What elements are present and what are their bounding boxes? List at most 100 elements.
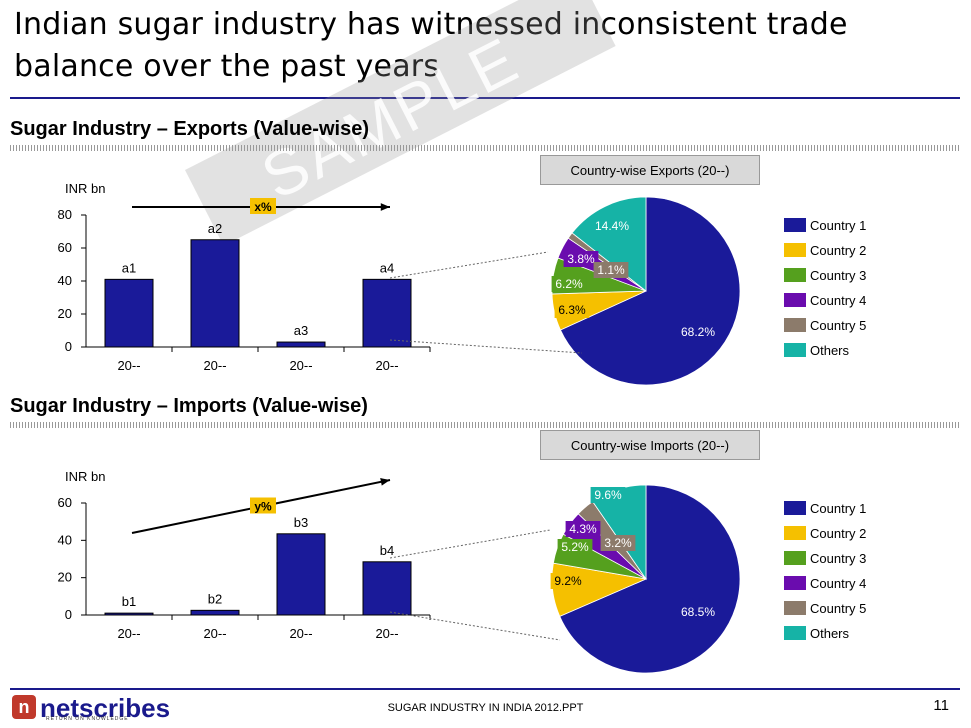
imports-pie-value-label-bg bbox=[600, 535, 636, 551]
imports-pie-legend-swatch bbox=[784, 551, 806, 565]
exports-pie-legend-label: Country 5 bbox=[810, 318, 866, 333]
exports-pie-title: Country-wise Exports (20--) bbox=[540, 155, 760, 185]
imports-pie-legend-swatch bbox=[784, 601, 806, 615]
imports-pie-value-label: 4.3% bbox=[569, 522, 597, 536]
exports-unit-label: INR bn bbox=[65, 181, 105, 196]
imports-x-tick-label: 20-- bbox=[289, 626, 312, 641]
imports-x-tick-label: 20-- bbox=[203, 626, 226, 641]
exports-pie-slice bbox=[559, 196, 741, 386]
exports-bar bbox=[190, 239, 240, 348]
imports-pie-value-label-bg bbox=[550, 573, 586, 589]
imports-pie-value-label: 68.5% bbox=[681, 605, 715, 619]
imports-bar bbox=[190, 609, 240, 616]
imports-growth-label: y% bbox=[254, 500, 272, 514]
exports-pie-value-label: 6.3% bbox=[558, 303, 586, 317]
exports-pie-value-label-bg bbox=[563, 251, 599, 267]
imports-y-tick-label: 0 bbox=[65, 607, 72, 622]
footer-filename: SUGAR INDUSTRY IN INDIA 2012.PPT bbox=[387, 702, 584, 714]
exports-pie-legend-label: Country 4 bbox=[810, 293, 866, 308]
page-number: 11 bbox=[933, 697, 949, 714]
exports-pie-value-label: 1.1% bbox=[597, 263, 625, 277]
netscribes-logo-tagline: RETURN ON KNOWLEDGE bbox=[46, 716, 129, 722]
netscribes-logo-icon: n bbox=[12, 695, 36, 719]
exports-pie-value-label: 3.8% bbox=[567, 252, 595, 266]
exports-y-tick-label: 20 bbox=[58, 306, 72, 321]
imports-pie-legend-label: Country 2 bbox=[810, 526, 866, 541]
imports-bar bbox=[276, 533, 326, 616]
imports-bar-data-label: b3 bbox=[294, 515, 308, 530]
imports-pie-value-label: 5.2% bbox=[561, 540, 589, 554]
exports-section-hatch bbox=[10, 145, 960, 151]
imports-pie-legend-label: Country 4 bbox=[810, 576, 866, 591]
exports-y-tick-label: 40 bbox=[58, 273, 72, 288]
exports-x-tick-label: 20-- bbox=[203, 358, 226, 373]
imports-pie-value-label: 9.2% bbox=[554, 574, 582, 588]
imports-pie-title: Country-wise Imports (20--) bbox=[540, 430, 760, 460]
imports-pie-legend-swatch bbox=[784, 526, 806, 540]
imports-x-tick-label: 20-- bbox=[375, 626, 398, 641]
imports-unit-label: INR bn bbox=[65, 469, 105, 484]
exports-x-tick-label: 20-- bbox=[117, 358, 140, 373]
imports-section-hatch bbox=[10, 422, 960, 428]
exports-pie-legend-swatch bbox=[784, 268, 806, 282]
exports-y-tick-label: 0 bbox=[65, 339, 72, 354]
exports-bar-data-label: a1 bbox=[122, 260, 136, 275]
imports-pie-legend-label: Country 1 bbox=[810, 501, 866, 516]
exports-bar-data-label: a3 bbox=[294, 323, 308, 338]
imports-pie-value-label-bg bbox=[590, 487, 626, 503]
imports-pie-value-label-bg bbox=[565, 521, 601, 537]
imports-growth-arrowhead bbox=[380, 478, 390, 486]
exports-pie-legend-swatch bbox=[784, 218, 806, 232]
imports-y-tick-label: 60 bbox=[58, 495, 72, 510]
exports-pie-legend-swatch bbox=[784, 318, 806, 332]
imports-bar bbox=[362, 561, 412, 616]
exports-growth-arrowhead bbox=[380, 203, 390, 211]
exports-growth-badge bbox=[250, 198, 276, 214]
exports-pie-legend-swatch bbox=[784, 343, 806, 357]
imports-pie-connector-line bbox=[389, 611, 561, 641]
exports-growth-label: x% bbox=[254, 200, 272, 214]
exports-pie-legend-label: Country 1 bbox=[810, 218, 866, 233]
exports-pie-connector-line bbox=[389, 251, 549, 279]
exports-pie-legend-swatch bbox=[784, 293, 806, 307]
exports-pie-value-label: 14.4% bbox=[595, 219, 629, 233]
imports-bar bbox=[104, 612, 154, 616]
exports-bar-data-label: a2 bbox=[208, 221, 222, 236]
imports-section-title: Sugar Industry – Imports (Value-wise) bbox=[10, 395, 368, 417]
imports-x-tick-label: 20-- bbox=[117, 626, 140, 641]
imports-bar-data-label: b2 bbox=[208, 591, 222, 606]
footer-divider bbox=[10, 688, 960, 690]
exports-pie-legend-label: Country 2 bbox=[810, 243, 866, 258]
imports-pie-value-label-bg bbox=[557, 539, 593, 555]
imports-pie-legend-label: Country 5 bbox=[810, 601, 866, 616]
netscribes-logo-text: netscribes bbox=[40, 693, 171, 723]
imports-pie-connector-line bbox=[389, 529, 551, 559]
exports-bar bbox=[362, 278, 412, 348]
exports-pie-value-label-bg bbox=[591, 218, 633, 234]
exports-pie-legend-label: Country 3 bbox=[810, 268, 866, 283]
imports-pie-legend-swatch bbox=[784, 501, 806, 515]
exports-x-tick-label: 20-- bbox=[289, 358, 312, 373]
exports-pie-legend-label: Others bbox=[810, 343, 850, 358]
exports-pie-value-label-bg bbox=[593, 262, 629, 278]
imports-pie-legend-swatch bbox=[784, 626, 806, 640]
imports-pie-legend-label: Others bbox=[810, 626, 850, 641]
imports-growth-badge bbox=[250, 497, 276, 514]
imports-pie-legend-swatch bbox=[784, 576, 806, 590]
exports-x-tick-label: 20-- bbox=[375, 358, 398, 373]
exports-pie-connector-line bbox=[389, 339, 583, 354]
title-divider bbox=[10, 97, 960, 99]
exports-pie-value-label: 6.2% bbox=[555, 277, 583, 291]
imports-y-tick-label: 20 bbox=[58, 570, 72, 585]
imports-y-tick-label: 40 bbox=[58, 532, 72, 547]
exports-y-tick-label: 60 bbox=[58, 240, 72, 255]
exports-pie-value-label-bg bbox=[551, 276, 587, 292]
imports-bar-data-label: b4 bbox=[380, 543, 394, 558]
exports-bar-data-label: a4 bbox=[380, 260, 394, 275]
imports-pie-slice bbox=[559, 484, 741, 674]
exports-bar bbox=[104, 278, 154, 348]
imports-pie-legend-label: Country 3 bbox=[810, 551, 866, 566]
imports-pie-value-label: 9.6% bbox=[594, 488, 622, 502]
exports-pie-value-label: 68.2% bbox=[681, 325, 715, 339]
exports-pie-legend-swatch bbox=[784, 243, 806, 257]
